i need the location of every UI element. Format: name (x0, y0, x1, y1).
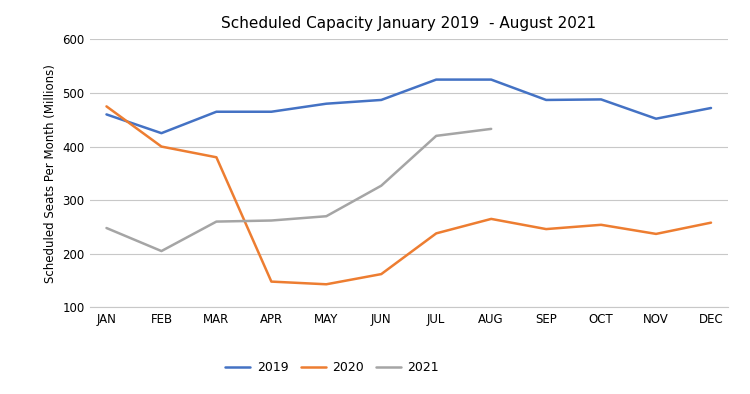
2019 (706, 106, 716, 110)
2019 (596, 97, 605, 102)
2019 (267, 110, 276, 114)
2021 (487, 126, 496, 131)
2020 (212, 155, 221, 160)
2021 (267, 218, 276, 223)
2020 (102, 104, 111, 109)
2021 (212, 219, 221, 224)
2020 (652, 232, 661, 236)
2020 (542, 227, 550, 231)
2021 (157, 249, 166, 253)
2019 (542, 98, 550, 102)
2019 (212, 110, 221, 114)
2020 (376, 272, 386, 277)
Title: Scheduled Capacity January 2019  - August 2021: Scheduled Capacity January 2019 - August… (221, 16, 596, 31)
2019 (157, 131, 166, 136)
Line: 2021: 2021 (106, 129, 491, 251)
2021 (432, 134, 441, 138)
2020 (487, 217, 496, 221)
Legend: 2019, 2020, 2021: 2019, 2020, 2021 (220, 357, 444, 379)
2020 (432, 231, 441, 236)
2020 (706, 220, 716, 225)
2019 (102, 112, 111, 117)
2019 (652, 116, 661, 121)
2020 (267, 279, 276, 284)
2021 (322, 214, 331, 219)
2021 (102, 226, 111, 230)
Line: 2020: 2020 (106, 106, 711, 284)
2019 (322, 101, 331, 106)
2019 (376, 98, 386, 102)
2020 (596, 223, 605, 227)
2021 (376, 183, 386, 188)
2020 (322, 282, 331, 287)
Line: 2019: 2019 (106, 80, 711, 133)
Y-axis label: Scheduled Seats Per Month (Millions): Scheduled Seats Per Month (Millions) (44, 64, 57, 283)
2019 (487, 77, 496, 82)
2020 (157, 144, 166, 149)
2019 (432, 77, 441, 82)
